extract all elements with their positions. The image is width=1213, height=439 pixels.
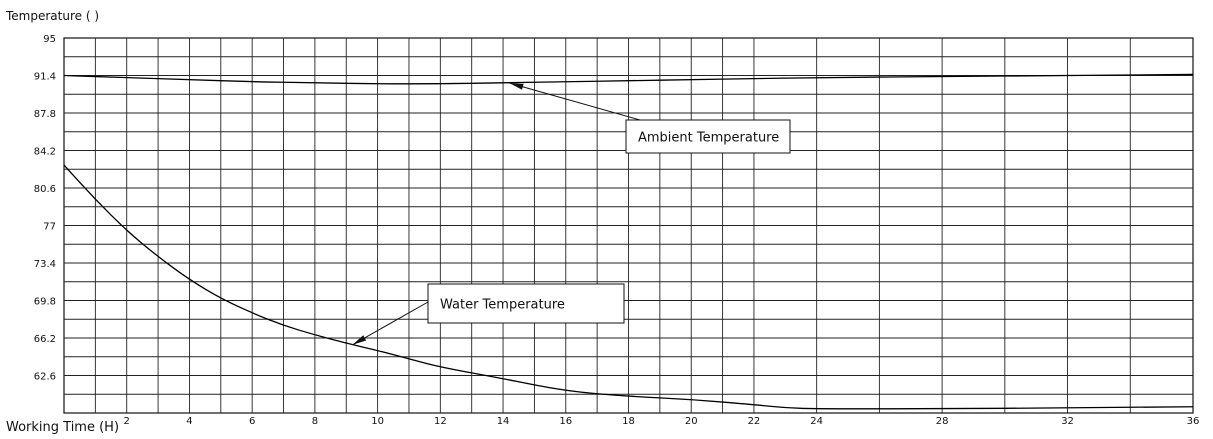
y-tick-label: 69.8 bbox=[34, 297, 56, 308]
annotation-leader bbox=[352, 301, 429, 346]
annotation-label: Water Temperature bbox=[440, 298, 565, 313]
x-tick-label: 6 bbox=[249, 416, 255, 427]
annotations: Ambient Temperature Water Temperature bbox=[352, 82, 791, 346]
x-tick-label: 28 bbox=[936, 416, 949, 427]
x-tick-label: 24 bbox=[810, 416, 823, 427]
y-axis-title: Temperature ( ) bbox=[6, 9, 100, 23]
annotation-arrowhead bbox=[509, 83, 524, 90]
x-tick-label: 20 bbox=[685, 416, 698, 427]
y-tick-label: 77 bbox=[43, 222, 56, 233]
annotation-box bbox=[625, 119, 791, 154]
x-tick-label: 8 bbox=[312, 416, 318, 427]
y-tick-label: 62.6 bbox=[34, 372, 56, 383]
y-tick-label: 84.2 bbox=[34, 147, 56, 158]
grid bbox=[63, 37, 1194, 414]
annotation-box bbox=[427, 283, 625, 324]
annotation-label: Ambient Temperature bbox=[638, 131, 779, 146]
y-tick-label: 66.2 bbox=[34, 334, 56, 345]
x-tick-label: 14 bbox=[497, 416, 510, 427]
x-axis-title: Working Time (H) bbox=[6, 420, 120, 435]
y-tick-label: 91.4 bbox=[34, 72, 56, 83]
water-temperature-line bbox=[63, 164, 1194, 410]
y-tick-label: 73.4 bbox=[34, 259, 56, 270]
y-tick-label: 87.8 bbox=[34, 109, 56, 120]
x-tick-label: 10 bbox=[371, 416, 384, 427]
annotation-arrowhead bbox=[352, 335, 367, 345]
x-tick-label: 32 bbox=[1061, 416, 1074, 427]
series-lines bbox=[63, 73, 1194, 410]
ambient-temperature-line bbox=[63, 73, 1194, 85]
x-tick-label: 12 bbox=[434, 416, 447, 427]
annotation-leader bbox=[509, 82, 641, 121]
x-tick-label: 22 bbox=[748, 416, 761, 427]
x-tick-label: 4 bbox=[186, 416, 192, 427]
y-tick-label: 80.6 bbox=[34, 184, 56, 195]
x-tick-label: 16 bbox=[559, 416, 572, 427]
x-tick-label: 2 bbox=[124, 416, 130, 427]
x-tick-label: 36 bbox=[1187, 416, 1200, 427]
y-tick-label: 95 bbox=[43, 34, 56, 45]
x-tick-label: 18 bbox=[622, 416, 635, 427]
